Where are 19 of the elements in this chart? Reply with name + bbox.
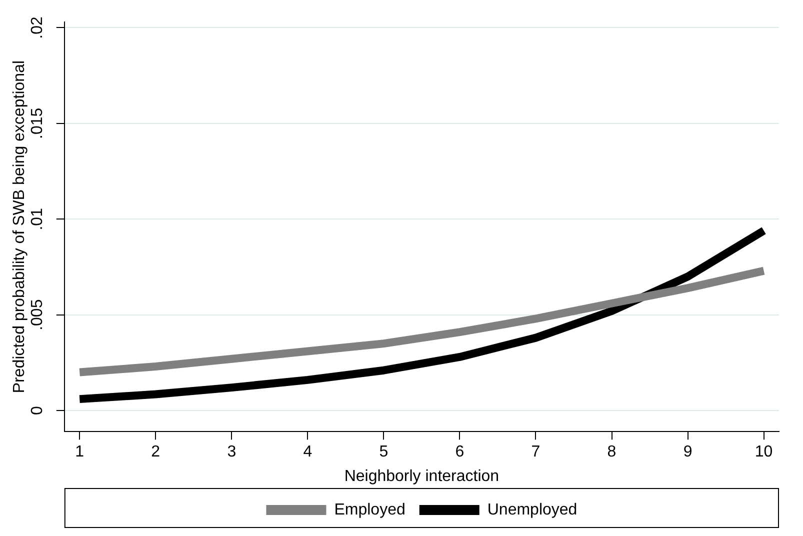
x-tick-label: 5 [379, 444, 388, 461]
x-tick-label: 10 [754, 444, 773, 461]
y-tick-label: .01 [29, 208, 46, 230]
x-tick-label: 6 [455, 444, 464, 461]
x-tick-label: 1 [75, 444, 84, 461]
y-tick-label: .005 [29, 299, 46, 330]
x-tick-label: 8 [607, 444, 616, 461]
x-axis-title: Neighborly interaction [344, 468, 500, 485]
y-tick-label: 0 [29, 406, 46, 415]
x-tick-label: 3 [227, 444, 236, 461]
x-tick-label: 7 [531, 444, 540, 461]
y-tick-label: .015 [29, 108, 46, 140]
x-tick-label: 9 [683, 444, 692, 461]
x-tick-label: 2 [151, 444, 160, 461]
legend-label: Employed [334, 501, 406, 518]
legend-label: Unemployed [487, 501, 578, 518]
x-tick-label: 4 [303, 444, 312, 461]
y-tick-label: .02 [29, 16, 46, 39]
y-axis-title: Predicted probability of SWB being exceptional [11, 60, 28, 394]
